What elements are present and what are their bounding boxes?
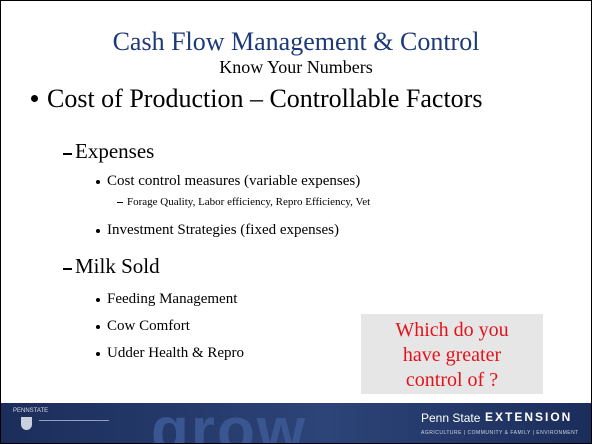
slide-title: Cash Flow Management & Control bbox=[112, 27, 480, 56]
bullet-marker bbox=[96, 298, 100, 302]
dash-marker bbox=[63, 268, 72, 270]
bullet-marker bbox=[96, 352, 100, 356]
callout-line: Which do you bbox=[395, 319, 509, 341]
footer-unit: EXTENSION bbox=[485, 410, 573, 424]
bullet-marker bbox=[96, 180, 100, 184]
bullet-l2: Milk Sold bbox=[75, 254, 160, 278]
dash-marker bbox=[117, 202, 123, 203]
bullet-marker bbox=[31, 95, 38, 102]
bullet-l3: Feeding Management bbox=[107, 291, 238, 307]
footer-logo: PENNSTATE bbox=[13, 408, 49, 414]
bullet-l1: Cost of Production – Controllable Factor… bbox=[47, 84, 483, 113]
footer: grow PENNSTATE Penn State EXTENSION AGRI… bbox=[1, 403, 591, 443]
bullet-l2: Expenses bbox=[75, 139, 155, 163]
callout-line: control of ? bbox=[405, 369, 499, 391]
bullet-l3: Cost control measures (variable expenses… bbox=[107, 173, 361, 189]
footer-brand: Penn State bbox=[421, 411, 481, 425]
bullet-l3: Investment Strategies (fixed expenses) bbox=[107, 222, 340, 238]
slide-subtitle: Know Your Numbers bbox=[219, 57, 373, 77]
bullet-l3: Udder Health & Repro bbox=[107, 345, 245, 361]
callout-box: Which do you have greater control of ? bbox=[361, 314, 543, 394]
footer-watermark: grow bbox=[151, 403, 308, 443]
footer-tagline: AGRICULTURE | COMMUNITY & FAMILY | ENVIR… bbox=[421, 430, 579, 436]
callout-line: have greater bbox=[402, 344, 502, 366]
bullet-l4: Forage Quality, Labor efficiency, Repro … bbox=[127, 196, 371, 208]
dash-marker bbox=[63, 153, 72, 155]
bullet-marker bbox=[96, 229, 100, 233]
footer-rule bbox=[39, 420, 109, 421]
shield-icon bbox=[21, 417, 32, 430]
bullet-l3: Cow Comfort bbox=[107, 318, 190, 334]
bullet-marker bbox=[96, 325, 100, 329]
